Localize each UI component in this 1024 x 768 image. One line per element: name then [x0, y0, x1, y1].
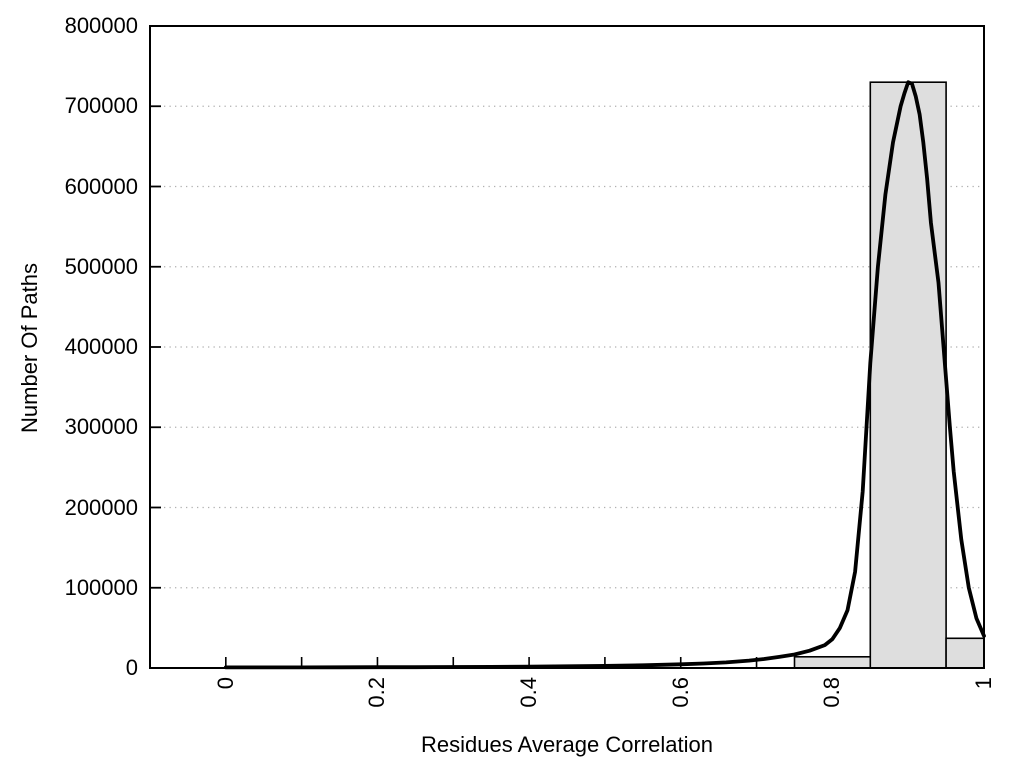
x-tick-label: 0.2 — [364, 677, 390, 708]
y-tick-label: 600000 — [64, 173, 138, 199]
x-axis-title: Residues Average Correlation — [421, 732, 713, 757]
y-tick-label: 300000 — [64, 414, 138, 440]
histogram-bar — [793, 655, 872, 669]
fit-curve — [223, 80, 986, 670]
plot-frame — [149, 25, 985, 669]
y-tick-label: 400000 — [64, 334, 138, 359]
x-tick-label: 0.8 — [819, 677, 845, 708]
y-tick-label: 700000 — [64, 93, 138, 119]
x-tick-label: 1 — [971, 677, 996, 690]
y-tick-label: 500000 — [64, 253, 138, 279]
y-tick-label: 800000 — [64, 13, 138, 38]
histogram-bar — [869, 81, 947, 669]
y-tick-label: 200000 — [64, 494, 138, 520]
x-tick-label: 0.4 — [516, 677, 542, 708]
y-tick-label: 100000 — [64, 574, 138, 600]
y-tick-label: 0 — [125, 655, 138, 680]
x-tick-label: 0 — [212, 677, 238, 690]
histogram-bar — [945, 637, 985, 669]
x-tick-label: 0.6 — [667, 677, 693, 708]
